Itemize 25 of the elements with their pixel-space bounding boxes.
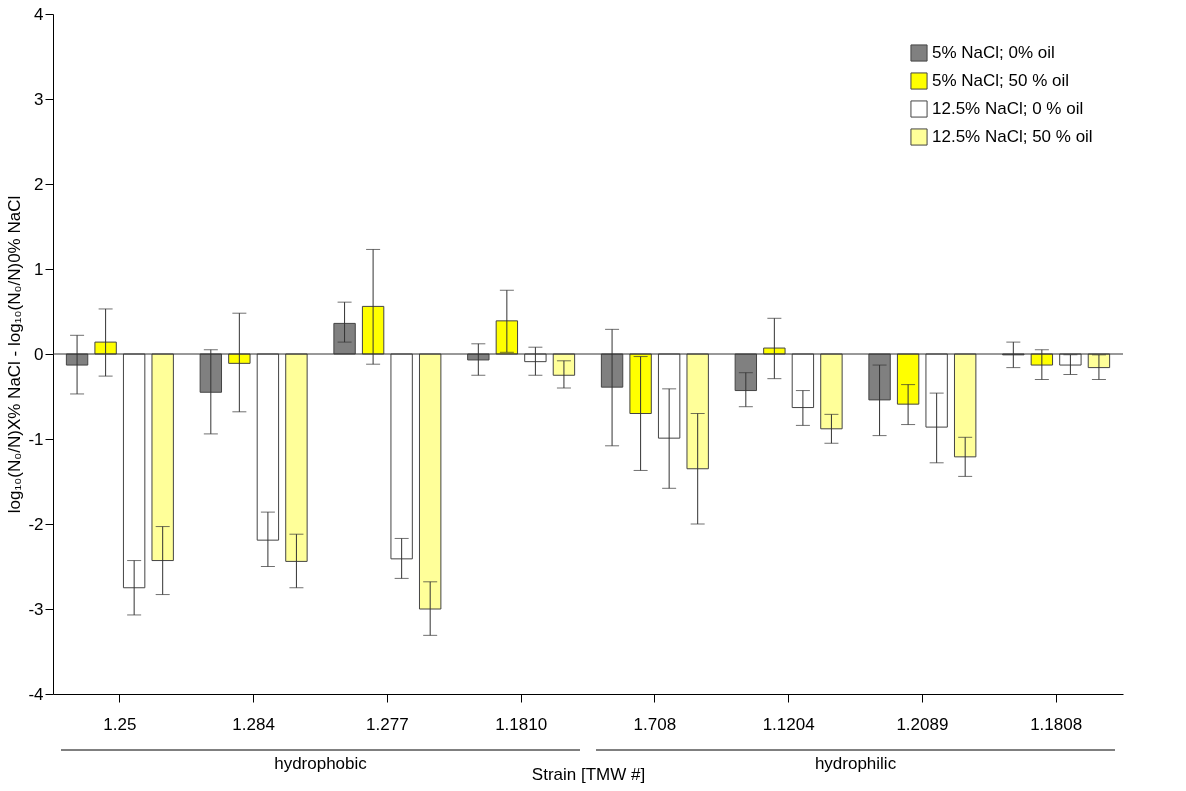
y-tick-label: -3: [28, 599, 44, 619]
x-tick-label: 1.1808: [1030, 714, 1083, 734]
y-axis-title: log₁₀(N₀/N)X% NaCl - log₁₀(N₀/N)0% NaCl: [5, 195, 25, 514]
y-tick-label: 2: [34, 174, 44, 194]
text: hydrophilic: [814, 754, 897, 773]
x-tick-label: 1.1204: [762, 714, 815, 734]
y-tick-label: 1: [34, 259, 44, 279]
x-tick-label: 1.277: [366, 714, 409, 734]
y-tick-label: -2: [28, 514, 44, 534]
legend-label: 5% NaCl; 50 % oil: [932, 71, 1070, 90]
x-axis-title: Strain [TMW #]: [531, 764, 646, 784]
y-tick-label: 0: [34, 344, 44, 364]
legend-label: 5% NaCl; 0% oil: [932, 43, 1055, 62]
x-tick-label: 1.284: [232, 714, 275, 734]
x-tick-label: 1.2089: [896, 714, 949, 734]
text: hydrophobic: [274, 754, 368, 773]
x-tick-label: 1.1810: [495, 714, 548, 734]
y-tick-label: 3: [34, 89, 44, 109]
legend-label: 12.5% NaCl; 50 % oil: [932, 127, 1093, 146]
legend-label: 12.5% NaCl; 0 % oil: [932, 99, 1084, 118]
y-tick-label: 4: [34, 4, 44, 24]
x-tick-label: 1.708: [633, 714, 677, 734]
x-tick-label: 1.25: [103, 714, 137, 734]
y-tick-label: -4: [28, 684, 44, 704]
y-tick-label: -1: [28, 429, 44, 449]
